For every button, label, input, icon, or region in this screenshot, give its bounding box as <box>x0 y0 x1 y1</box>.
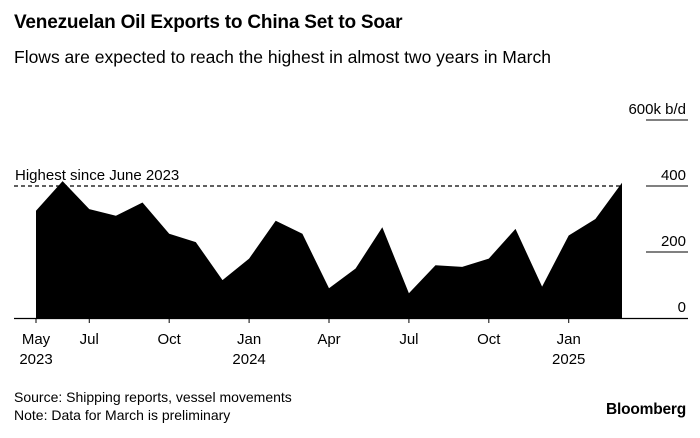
source-note: Source: Shipping reports, vessel movemen… <box>14 389 292 405</box>
reference-line-label: Highest since June 2023 <box>15 167 179 184</box>
x-tick-label: May <box>22 331 51 348</box>
x-tick-year-label: 2024 <box>232 351 265 368</box>
exports-area <box>36 181 622 318</box>
y-tick-label: 0 <box>678 299 686 316</box>
x-tick-label: Jul <box>399 331 418 348</box>
bloomberg-logo: Bloomberg <box>605 401 686 418</box>
x-tick-label: Oct <box>477 331 501 348</box>
x-tick-label: Oct <box>158 331 182 348</box>
x-tick-year-label: 2023 <box>19 351 52 368</box>
preliminary-note: Note: Data for March is preliminary <box>14 407 231 423</box>
x-tick-label: Apr <box>317 331 340 348</box>
chart-title: Venezuelan Oil Exports to China Set to S… <box>14 12 403 33</box>
y-tick-label: 200 <box>661 233 686 250</box>
chart-subtitle: Flows are expected to reach the highest … <box>14 47 551 67</box>
x-tick-label: Jan <box>237 331 261 348</box>
y-tick-label: 600k b/d <box>628 101 686 118</box>
x-tick-label: Jul <box>80 331 99 348</box>
x-tick-label: Jan <box>557 331 581 348</box>
x-tick-year-label: 2025 <box>552 351 585 368</box>
y-tick-label: 400 <box>661 167 686 184</box>
